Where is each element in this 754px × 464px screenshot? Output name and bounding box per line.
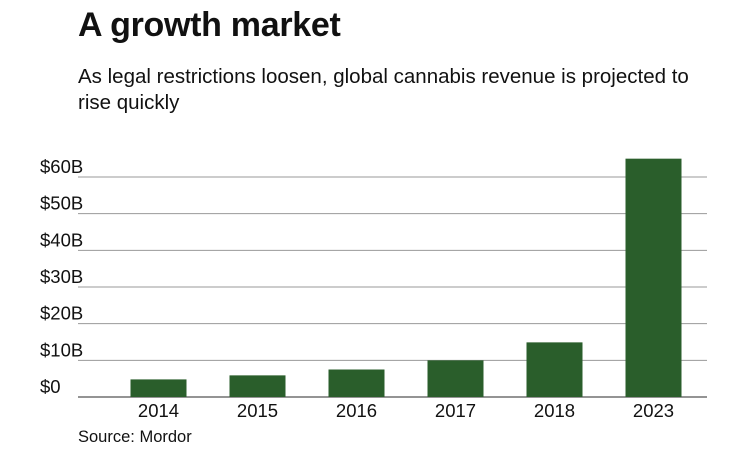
x-tick-label: 2018 [534,400,575,421]
bars [130,158,682,397]
y-tick-label: $10B [40,339,83,360]
y-tick-label: $30B [40,266,83,287]
y-tick-label: $40B [40,229,83,250]
bar-2015 [229,375,286,397]
bar-2018 [526,342,583,397]
bar-2014 [130,379,187,397]
x-tick-label: 2023 [633,400,674,421]
source-note: Source: Mordor [78,428,192,446]
y-tick-label: $60B [40,156,83,177]
x-axis-ticks: 2014 2015 2016 2017 2018 2023 [138,400,674,421]
gridlines [78,176,707,398]
y-tick-label: $0 [40,376,61,397]
chart-subtitle: As legal restrictions loosen, global can… [78,65,689,114]
bar-2016 [328,369,385,397]
x-tick-label: 2014 [138,400,179,421]
x-tick-label: 2017 [435,400,476,421]
chart-title: A growth market [78,6,341,44]
bar-2017 [427,360,484,397]
bar-2023 [625,158,682,397]
y-tick-label: $20B [40,303,83,324]
x-tick-label: 2016 [336,400,377,421]
y-tick-label: $50B [40,193,83,214]
x-tick-label: 2015 [237,400,278,421]
y-axis-ticks: $0 $10B $20B $30B $40B $50B $60B [40,156,83,397]
